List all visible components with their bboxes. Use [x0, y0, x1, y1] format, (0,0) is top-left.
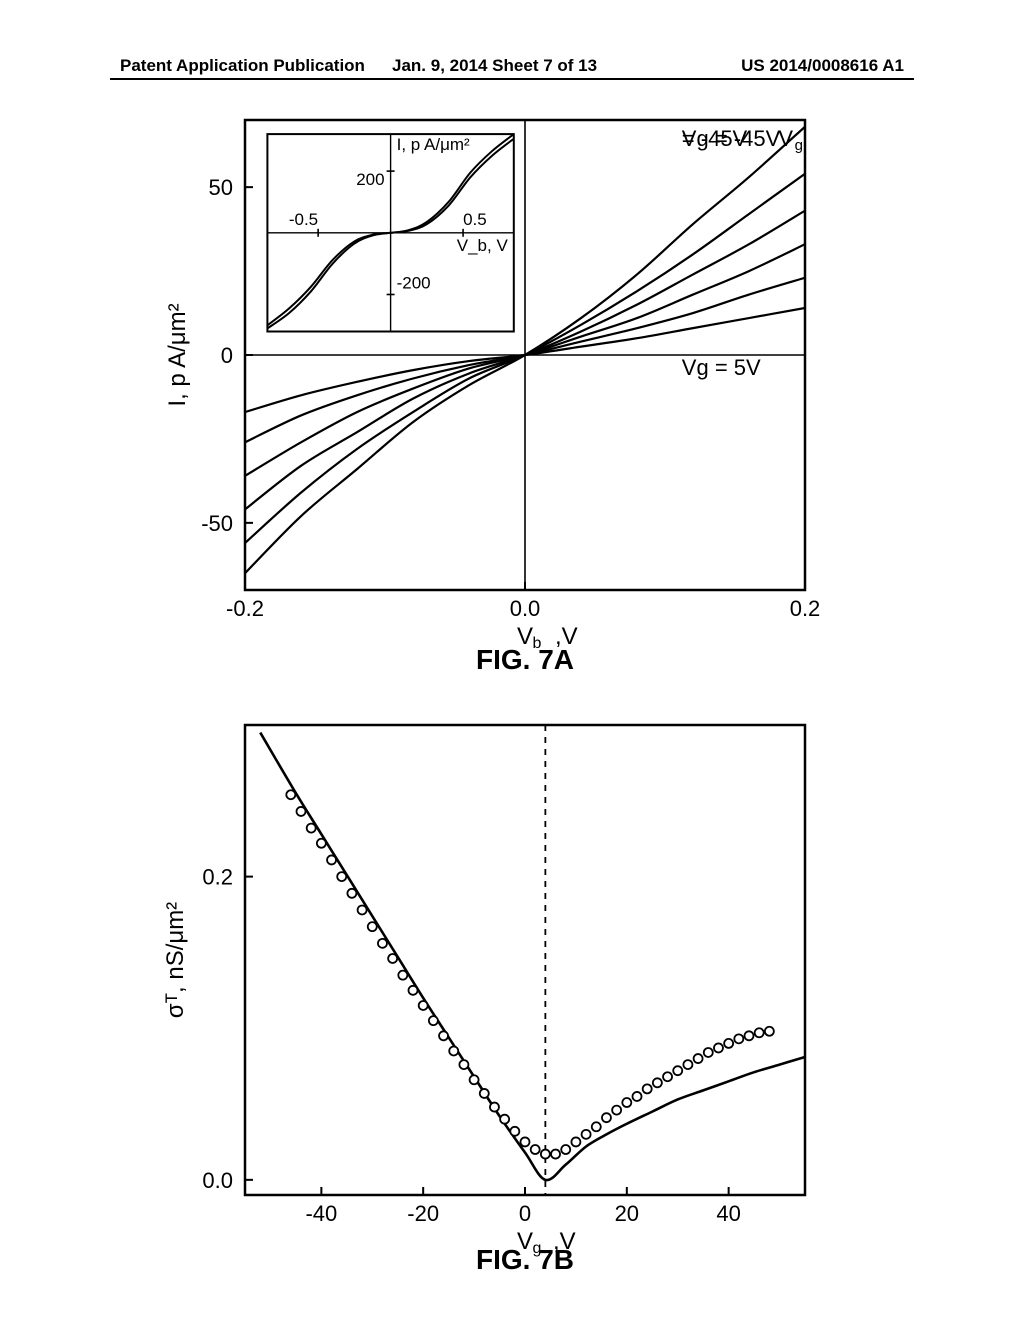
- svg-text:σᵀ, nS/μm²: σᵀ, nS/μm²: [162, 902, 189, 1018]
- svg-text:0.2: 0.2: [202, 865, 233, 890]
- svg-text:200: 200: [356, 170, 384, 189]
- svg-text:0: 0: [519, 1201, 531, 1226]
- svg-text:Vg = -45V: Vg = -45V: [682, 126, 781, 151]
- svg-text:20: 20: [615, 1201, 639, 1226]
- svg-text:I, p A/μm²: I, p A/μm²: [397, 135, 470, 154]
- header-center: Jan. 9, 2014 Sheet 7 of 13: [392, 56, 597, 76]
- header-left: Patent Application Publication: [120, 56, 365, 76]
- svg-text:-200: -200: [397, 273, 431, 292]
- svg-text:0.0: 0.0: [510, 596, 541, 621]
- svg-text:0.0: 0.0: [202, 1168, 233, 1193]
- header-rule: [110, 78, 914, 80]
- svg-text:0.2: 0.2: [790, 596, 821, 621]
- svg-text:-50: -50: [201, 511, 233, 536]
- svg-text:-0.5: -0.5: [289, 210, 318, 229]
- svg-text:I, p A/μm²: I, p A/μm²: [164, 303, 191, 406]
- figure-7a-label: FIG. 7A: [245, 644, 805, 676]
- svg-text:0.5: 0.5: [463, 210, 487, 229]
- svg-text:-40: -40: [305, 1201, 337, 1226]
- svg-text:50: 50: [209, 175, 233, 200]
- header-right: US 2014/0008616 A1: [741, 56, 904, 76]
- figure-7b-label: FIG. 7B: [245, 1244, 805, 1276]
- svg-text:-20: -20: [407, 1201, 439, 1226]
- svg-text:V_b, V: V_b, V: [457, 236, 509, 255]
- svg-text:0: 0: [221, 343, 233, 368]
- figure-7a-plot: -0.20.00.2-50050Vb,VI, p A/μm²Vg = -45VV…: [140, 115, 830, 655]
- svg-text:V: V: [778, 126, 793, 151]
- svg-text:40: 40: [716, 1201, 740, 1226]
- svg-text:Vg = 5V: Vg = 5V: [682, 355, 761, 380]
- figure-7b-plot: -40-20020400.00.2Vg,Vσᵀ, nS/μm²: [145, 720, 825, 1260]
- svg-text:-0.2: -0.2: [226, 596, 264, 621]
- svg-text:g: g: [795, 137, 803, 154]
